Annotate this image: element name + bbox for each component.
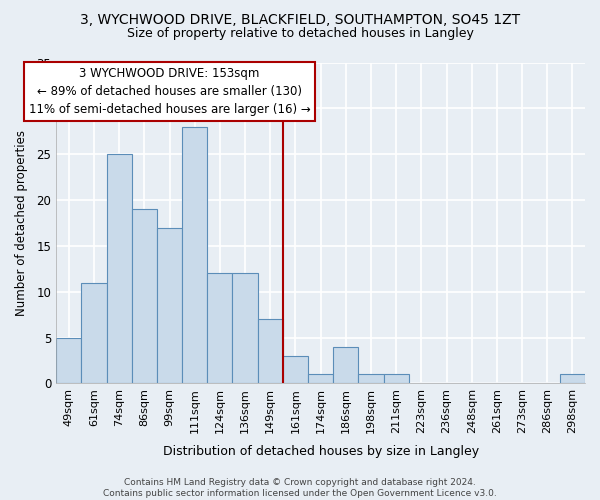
Bar — [283, 356, 308, 384]
Bar — [232, 274, 257, 384]
Bar — [157, 228, 182, 384]
Bar — [208, 274, 232, 384]
Text: 3 WYCHWOOD DRIVE: 153sqm
← 89% of detached houses are smaller (130)
11% of semi-: 3 WYCHWOOD DRIVE: 153sqm ← 89% of detach… — [29, 67, 310, 116]
Y-axis label: Number of detached properties: Number of detached properties — [15, 130, 28, 316]
Bar — [82, 282, 107, 384]
Bar — [333, 346, 358, 384]
Bar — [308, 374, 333, 384]
Bar — [383, 374, 409, 384]
Bar — [358, 374, 383, 384]
Bar — [182, 126, 208, 384]
Bar — [257, 319, 283, 384]
Bar — [132, 209, 157, 384]
Text: Contains HM Land Registry data © Crown copyright and database right 2024.
Contai: Contains HM Land Registry data © Crown c… — [103, 478, 497, 498]
Bar — [56, 338, 82, 384]
X-axis label: Distribution of detached houses by size in Langley: Distribution of detached houses by size … — [163, 444, 479, 458]
Bar — [107, 154, 132, 384]
Text: 3, WYCHWOOD DRIVE, BLACKFIELD, SOUTHAMPTON, SO45 1ZT: 3, WYCHWOOD DRIVE, BLACKFIELD, SOUTHAMPT… — [80, 12, 520, 26]
Bar — [560, 374, 585, 384]
Text: Size of property relative to detached houses in Langley: Size of property relative to detached ho… — [127, 28, 473, 40]
